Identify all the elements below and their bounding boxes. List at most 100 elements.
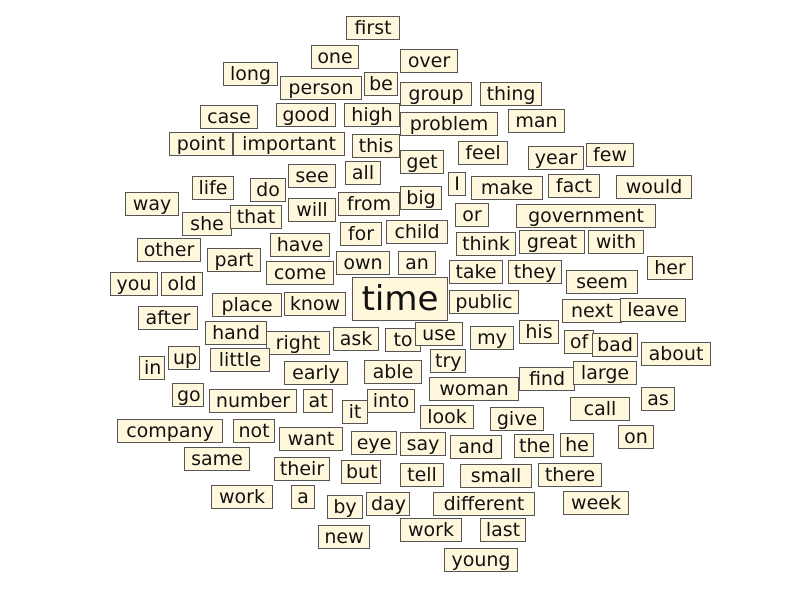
word-young: young [444,548,518,572]
word-up: up [168,346,200,370]
word-be: be [364,72,398,96]
word-long: long [223,62,278,86]
word-early: early [284,361,348,385]
word-look: look [420,405,474,429]
word-with: with [588,230,644,254]
word-not: not [233,419,275,443]
word-say: say [400,432,446,456]
word-great: great [519,230,585,254]
word-think: think [456,232,516,256]
word-find: find [519,367,575,391]
word-she: she [182,212,232,236]
word-eye: eye [351,431,397,455]
word-on: on [618,425,654,449]
word-go: go [172,383,204,407]
word-about: about [641,342,711,366]
word-small: small [460,464,532,488]
word-time: time [352,277,448,321]
word-tell: tell [400,463,444,487]
word-get: get [400,150,444,174]
word-his: his [519,320,559,344]
word-want: want [279,427,343,451]
word-right: right [266,331,330,355]
word-point: point [169,132,233,156]
word-life: life [192,176,234,200]
word-same: same [184,447,250,471]
word-important: important [233,132,345,156]
word-bad: bad [592,333,638,357]
word-problem: problem [400,112,498,136]
word-but: but [341,460,381,484]
word-new: new [318,525,370,549]
word-after: after [138,306,198,330]
word-place: place [212,293,282,317]
word-big: big [400,186,442,210]
word-a: a [291,485,315,509]
word-this: this [352,134,400,158]
word-able: able [364,360,422,384]
word-her: her [647,256,693,280]
word-high: high [344,103,400,127]
word-work-2: work [400,518,462,542]
word-hand: hand [205,321,267,345]
word-group: group [400,82,472,106]
word-you: you [110,272,158,296]
word-or: or [455,203,489,227]
word-case: case [200,105,258,129]
word-fact: fact [548,174,600,198]
word-there: there [538,463,602,487]
word-way: way [125,192,179,216]
word-old: old [161,272,203,296]
word-will: will [288,198,336,222]
word-for: for [340,222,382,246]
word-leave: leave [620,298,686,322]
word-all: all [345,161,381,185]
word-own: own [336,251,390,275]
word-last: last [480,518,526,542]
word-as: as [641,387,675,411]
word-little: little [210,348,270,372]
word-take: take [449,260,503,284]
word-at: at [303,389,333,413]
word-their: their [274,457,330,481]
word-i: I [448,172,466,196]
word-it: it [342,400,368,424]
word-ask: ask [333,327,379,351]
word-an: an [398,251,436,275]
word-first: first [346,16,400,40]
word-the: the [514,434,554,458]
word-see: see [288,164,336,188]
word-thing: thing [480,82,542,106]
word-week: week [563,491,629,515]
word-day: day [366,492,410,516]
word-year: year [528,146,584,170]
word-public: public [449,290,519,314]
word-from: from [338,192,400,216]
word-feel: feel [458,141,508,165]
word-make: make [471,176,543,200]
word-and: and [450,435,502,459]
word-he: he [560,433,594,457]
word-come: come [266,261,334,285]
word-woman: woman [429,377,519,401]
word-over: over [400,49,458,73]
word-other: other [137,238,201,262]
word-of: of [564,330,594,354]
word-few: few [586,143,634,167]
word-give: give [490,407,544,431]
word-part: part [207,248,261,272]
word-try: try [430,349,466,373]
word-call: call [570,397,630,421]
word-person: person [280,76,362,100]
word-work-2: work [211,485,273,509]
word-into: into [367,389,415,413]
word-one: one [311,45,359,69]
word-they: they [508,260,562,284]
word-company: company [117,419,223,443]
word-that: that [230,205,282,229]
word-my: my [470,326,514,350]
word-seem: seem [566,270,638,294]
word-man: man [508,109,565,133]
word-different: different [433,492,535,516]
word-large: large [573,361,637,385]
